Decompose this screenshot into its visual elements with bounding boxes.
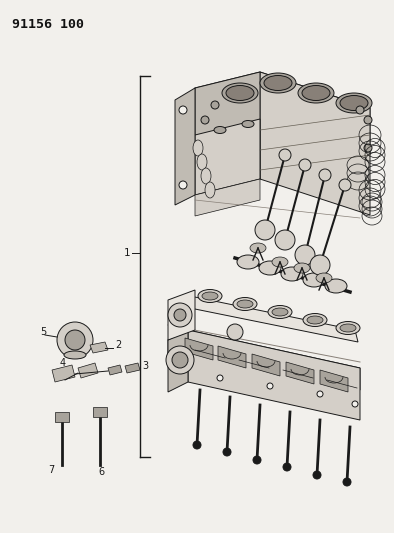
Text: 2: 2	[115, 340, 121, 350]
Ellipse shape	[214, 126, 226, 133]
Polygon shape	[320, 370, 348, 392]
Polygon shape	[78, 363, 98, 378]
Circle shape	[317, 391, 323, 397]
Circle shape	[193, 441, 201, 449]
Polygon shape	[168, 330, 188, 392]
Polygon shape	[195, 72, 260, 195]
Circle shape	[295, 245, 315, 265]
Circle shape	[343, 478, 351, 486]
Circle shape	[313, 471, 321, 479]
Ellipse shape	[233, 297, 257, 311]
Circle shape	[168, 303, 192, 327]
Polygon shape	[125, 363, 140, 373]
Circle shape	[299, 159, 311, 171]
Ellipse shape	[272, 257, 288, 267]
Ellipse shape	[260, 73, 296, 93]
Circle shape	[201, 116, 209, 124]
Text: 4: 4	[60, 358, 66, 368]
Text: 7: 7	[48, 465, 54, 475]
Circle shape	[319, 169, 331, 181]
Polygon shape	[185, 338, 213, 360]
Ellipse shape	[242, 120, 254, 127]
Text: 6: 6	[98, 467, 104, 477]
Ellipse shape	[325, 279, 347, 293]
Text: 1: 1	[123, 248, 130, 258]
Polygon shape	[90, 342, 108, 353]
Ellipse shape	[307, 316, 323, 324]
Circle shape	[279, 149, 291, 161]
Ellipse shape	[302, 85, 330, 101]
Polygon shape	[218, 346, 246, 368]
Circle shape	[174, 309, 186, 321]
Ellipse shape	[259, 261, 281, 275]
Circle shape	[283, 463, 291, 471]
Ellipse shape	[198, 289, 222, 303]
Circle shape	[217, 375, 223, 381]
Polygon shape	[252, 354, 280, 376]
Circle shape	[356, 106, 364, 114]
Bar	[93, 407, 107, 417]
Ellipse shape	[303, 313, 327, 327]
Circle shape	[65, 330, 85, 350]
Polygon shape	[286, 362, 314, 384]
Ellipse shape	[268, 305, 292, 319]
Polygon shape	[168, 330, 360, 390]
Ellipse shape	[226, 85, 254, 101]
Polygon shape	[168, 290, 195, 340]
Circle shape	[223, 448, 231, 456]
Circle shape	[267, 383, 273, 389]
Text: 91156 100: 91156 100	[12, 18, 84, 31]
Circle shape	[179, 106, 187, 114]
Bar	[55, 412, 69, 422]
Ellipse shape	[340, 324, 356, 332]
Ellipse shape	[205, 182, 215, 198]
Ellipse shape	[202, 292, 218, 300]
Circle shape	[172, 352, 188, 368]
Ellipse shape	[336, 93, 372, 113]
Ellipse shape	[303, 273, 325, 287]
Ellipse shape	[237, 255, 259, 269]
Polygon shape	[188, 330, 360, 420]
Ellipse shape	[197, 154, 207, 170]
Ellipse shape	[264, 76, 292, 91]
Polygon shape	[195, 119, 260, 195]
Polygon shape	[175, 88, 195, 205]
Circle shape	[227, 324, 243, 340]
Circle shape	[352, 401, 358, 407]
Ellipse shape	[193, 140, 203, 156]
Polygon shape	[260, 72, 370, 215]
Ellipse shape	[281, 267, 303, 281]
Circle shape	[364, 144, 372, 152]
Circle shape	[364, 116, 372, 124]
Polygon shape	[195, 72, 370, 155]
Circle shape	[211, 101, 219, 109]
Ellipse shape	[316, 273, 332, 283]
Circle shape	[255, 220, 275, 240]
Ellipse shape	[294, 263, 310, 273]
Circle shape	[275, 230, 295, 250]
Ellipse shape	[201, 168, 211, 184]
Circle shape	[253, 456, 261, 464]
Ellipse shape	[64, 351, 86, 359]
Circle shape	[57, 322, 93, 358]
Polygon shape	[108, 365, 122, 375]
Text: 3: 3	[142, 361, 148, 371]
Circle shape	[166, 346, 194, 374]
Polygon shape	[195, 179, 260, 216]
Ellipse shape	[340, 95, 368, 110]
Ellipse shape	[336, 321, 360, 335]
Polygon shape	[185, 295, 358, 342]
Text: 5: 5	[40, 327, 46, 337]
Circle shape	[310, 255, 330, 275]
Ellipse shape	[237, 300, 253, 308]
Polygon shape	[52, 365, 75, 382]
Ellipse shape	[222, 83, 258, 103]
Ellipse shape	[298, 83, 334, 103]
Ellipse shape	[250, 243, 266, 253]
Circle shape	[179, 181, 187, 189]
Ellipse shape	[272, 308, 288, 316]
Circle shape	[339, 179, 351, 191]
